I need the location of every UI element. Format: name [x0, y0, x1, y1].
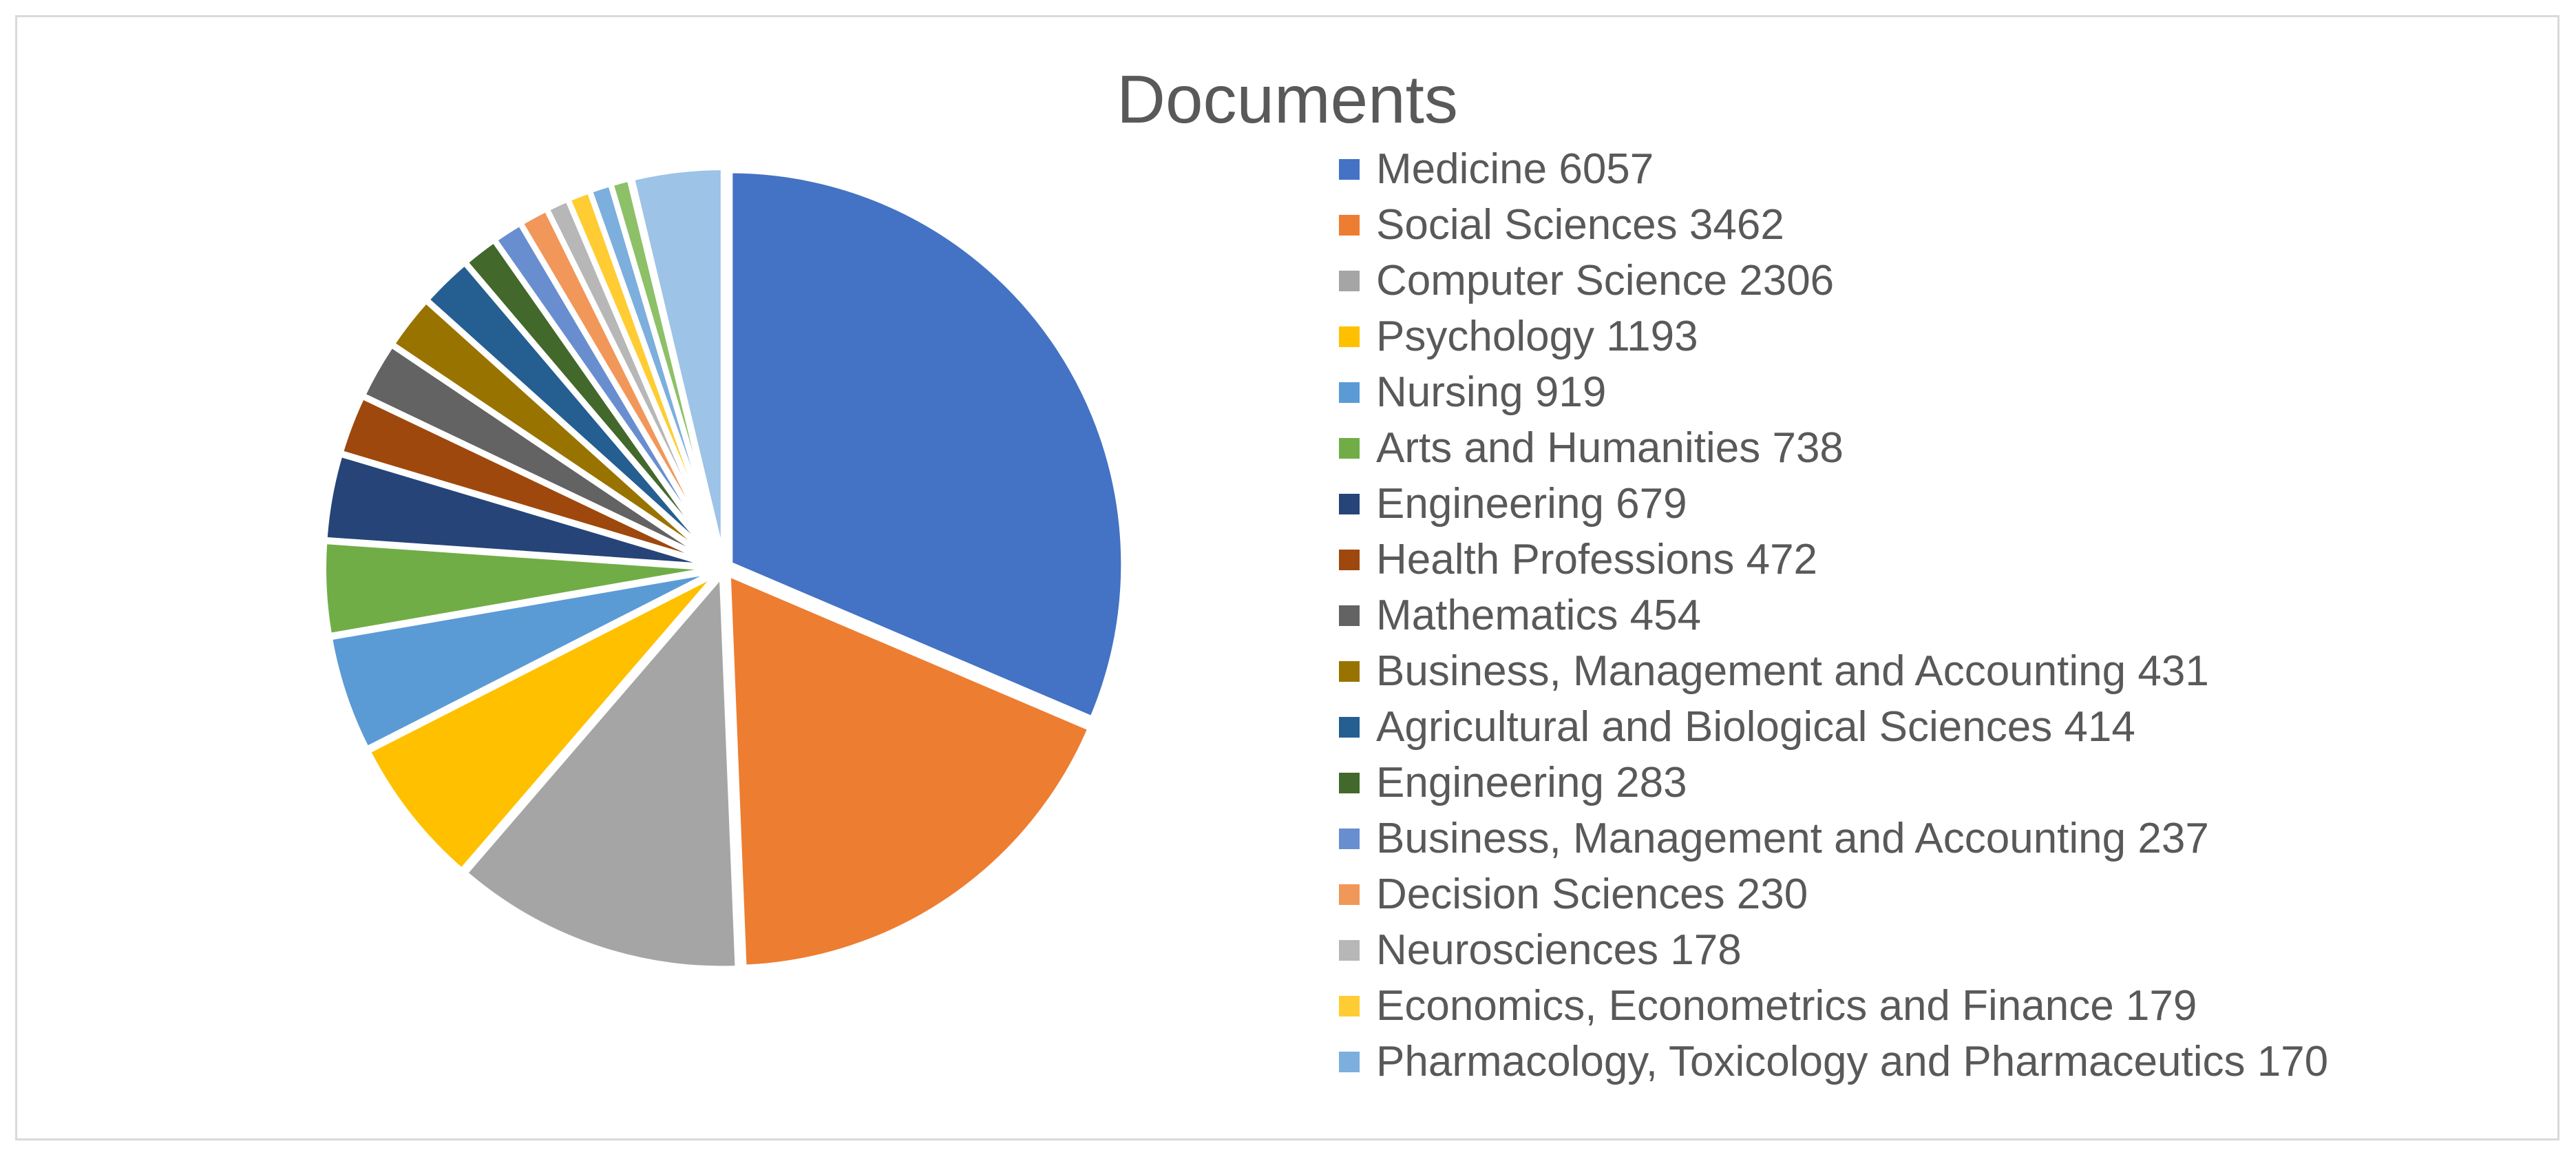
legend-label: Mathematics 454 — [1376, 592, 1702, 639]
pie-slice-2 — [725, 571, 1093, 970]
legend-label: Computer Science 2306 — [1376, 257, 1835, 304]
pie-slice-4 — [365, 570, 722, 874]
legend-swatch — [1339, 270, 1360, 291]
legend-swatch — [1339, 939, 1360, 961]
pie-slice-1 — [727, 167, 1127, 722]
legend-label: Health Professions 472 — [1376, 536, 1818, 583]
legend-swatch — [1339, 493, 1360, 514]
legend-swatch — [1339, 549, 1360, 570]
legend-swatch — [1339, 660, 1360, 682]
pie-slice-unlabeled-3 — [629, 165, 726, 565]
legend-item-13: Business, Management and Accounting 237 — [1339, 811, 2328, 866]
legend-item-2: Social Sciences 3462 — [1339, 197, 2328, 253]
legend-swatch — [1339, 716, 1360, 738]
legend-label: Social Sciences 3462 — [1376, 201, 1784, 249]
pie-slice-5 — [326, 567, 721, 752]
legend-swatch — [1339, 995, 1360, 1017]
legend-item-16: Economics, Econometrics and Finance 179 — [1339, 978, 2328, 1034]
legend-item-8: Health Professions 472 — [1339, 532, 2328, 587]
legend-label: Arts and Humanities 738 — [1376, 424, 1844, 472]
legend-label: Engineering 283 — [1376, 759, 1687, 806]
legend-label: Agricultural and Biological Sciences 414 — [1376, 703, 2135, 751]
legend-label: Pharmacology, Toxicology and Pharmaceuti… — [1376, 1038, 2329, 1085]
legend-item-11: Agricultural and Biological Sciences 414 — [1339, 699, 2328, 755]
legend-label: Business, Management and Accounting 237 — [1376, 815, 2209, 862]
legend-swatch — [1339, 1051, 1360, 1072]
legend-item-7: Engineering 679 — [1339, 476, 2328, 532]
legend-item-3: Computer Science 2306 — [1339, 253, 2328, 309]
legend-swatch — [1339, 382, 1360, 403]
legend-swatch — [1339, 158, 1360, 180]
chart-title: Documents — [1117, 61, 1458, 137]
legend-item-5: Nursing 919 — [1339, 364, 2328, 420]
pie-slice-3 — [462, 572, 741, 972]
legend-swatch — [1339, 772, 1360, 793]
legend-item-9: Mathematics 454 — [1339, 587, 2328, 643]
legend-swatch — [1339, 884, 1360, 905]
legend-label: Engineering 679 — [1376, 480, 1687, 528]
legend-item-10: Business, Management and Accounting 431 — [1339, 643, 2328, 699]
legend-swatch — [1339, 214, 1360, 236]
legend-item-1: Medicine 6057 — [1339, 141, 2328, 197]
legend-item-15: Neurosciences 178 — [1339, 922, 2328, 978]
legend-label: Medicine 6057 — [1376, 145, 1654, 193]
legend-label: Nursing 919 — [1376, 368, 1607, 416]
legend-label: Decision Sciences 230 — [1376, 871, 1808, 918]
chart-legend: Medicine 6057 Social Sciences 3462 Compute… — [1339, 141, 2328, 1090]
legend-swatch — [1339, 828, 1360, 849]
legend-label: Business, Management and Accounting 431 — [1376, 647, 2209, 695]
legend-item-4: Psychology 1193 — [1339, 309, 2328, 364]
legend-label: Neurosciences 178 — [1376, 926, 1742, 974]
legend-item-17: Pharmacology, Toxicology and Pharmaceuti… — [1339, 1034, 2328, 1090]
legend-swatch — [1339, 326, 1360, 347]
legend-item-6: Arts and Humanities 738 — [1339, 420, 2328, 476]
legend-label: Economics, Econometrics and Finance 179 — [1376, 982, 2197, 1030]
legend-item-14: Decision Sciences 230 — [1339, 866, 2328, 922]
legend-swatch — [1339, 437, 1360, 459]
legend-swatch — [1339, 605, 1360, 626]
legend-item-12: Engineering 283 — [1339, 755, 2328, 811]
legend-label: Psychology 1193 — [1376, 313, 1698, 360]
